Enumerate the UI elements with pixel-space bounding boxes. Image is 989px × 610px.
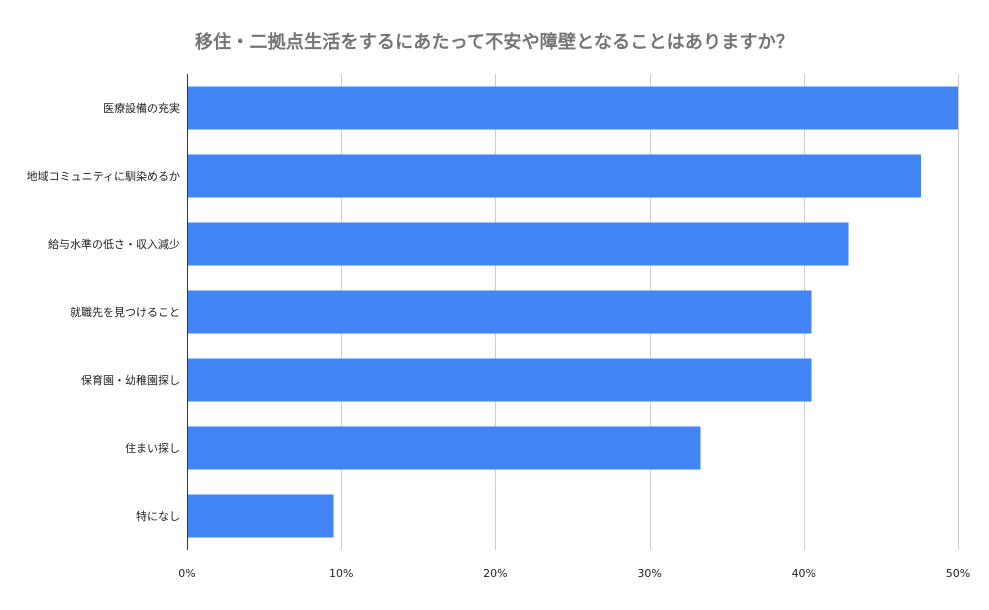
category-labels: 医療設備の充実地域コミュニティに馴染めるか給与水準の低さ・収入減少就職先を見つけ… [27,101,180,523]
bar [187,222,849,266]
x-tick-label: 30% [637,567,661,580]
bar [187,86,958,130]
x-tick-label: 10% [329,567,353,580]
chart-title: 移住・二拠点生活をするにあたって不安や障壁となることはありますか？ [194,32,795,53]
x-tick-label: 0% [178,567,195,580]
category-label: 保育園・幼稚園探し [81,373,180,387]
bar [187,290,812,334]
category-label: 住まい探し [125,441,180,455]
bar [187,358,812,402]
x-tick-label: 20% [483,567,507,580]
category-label: 給与水準の低さ・収入減少 [48,237,180,251]
category-label: 就職先を見つけること [70,305,180,319]
bars [187,86,958,538]
bar [187,494,334,538]
bar [187,426,701,470]
bar [187,154,921,198]
category-label: 医療設備の充実 [103,101,180,115]
x-tick-label: 40% [792,567,816,580]
x-tick-label: 50% [946,567,970,580]
category-label: 特になし [136,509,180,523]
x-tick-labels: 0% 10% 20% 30% 40% 50% [178,567,970,580]
category-label: 地域コミュニティに馴染めるか [27,169,180,183]
